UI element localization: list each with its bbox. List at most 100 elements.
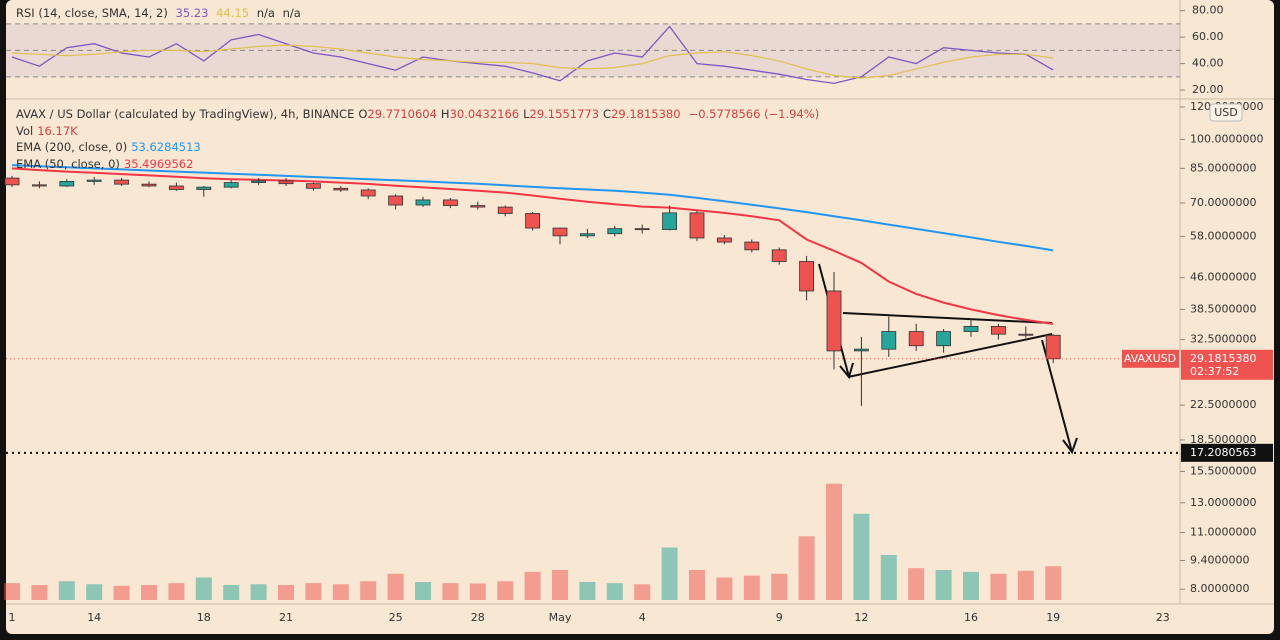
candle-body	[580, 233, 595, 237]
volume-bar	[826, 483, 842, 600]
ohlc-value: 30.0432166	[449, 107, 520, 121]
volume-bar	[141, 585, 157, 600]
volume-bar	[223, 585, 240, 600]
candle-body	[1045, 334, 1061, 360]
currency: USD	[1214, 106, 1238, 119]
x-tick-label: 18	[197, 611, 211, 624]
candle-body	[223, 182, 239, 188]
volume-bar	[743, 575, 760, 600]
volume-bar	[332, 584, 349, 600]
candle-body	[470, 205, 486, 208]
candle-body	[497, 206, 513, 214]
x-tick-label: 25	[389, 611, 403, 624]
volume-bar	[963, 571, 979, 600]
candle-body	[333, 187, 349, 191]
rsi-line	[11, 25, 1054, 85]
y-tick-label: 46.0000000	[1190, 271, 1256, 284]
volume-bar	[442, 583, 459, 600]
candle-body	[771, 249, 787, 262]
candle-body	[196, 186, 212, 190]
candle-body	[4, 177, 20, 186]
legend-row: AVAX / US Dollar (calculated by TradingV…	[16, 106, 823, 123]
volume-bar	[31, 585, 48, 600]
candle-body	[305, 183, 321, 189]
volume-bar	[305, 583, 322, 600]
ema-value: 53.6284513	[131, 140, 201, 154]
candle-body	[278, 180, 294, 185]
volume-bar	[387, 573, 404, 600]
rsi-tick-label: 40.00	[1192, 57, 1224, 70]
candle-body	[991, 325, 1006, 335]
ohlc-key: L	[523, 107, 530, 121]
candle-body	[59, 181, 75, 187]
price-tag: 29.1815380	[1190, 352, 1256, 365]
x-tick-label: 28	[471, 611, 485, 624]
candle-body	[854, 348, 869, 352]
y-tick-label: 15.5000000	[1190, 464, 1256, 477]
x-tick-label: 19	[1046, 611, 1060, 624]
rsi-value: 35.23	[175, 6, 209, 20]
volume-bar	[1045, 566, 1062, 600]
x-tick-label: 12	[854, 611, 868, 624]
x-tick-label: 4	[639, 611, 646, 624]
candle-body	[360, 189, 376, 197]
volume-bar	[250, 584, 267, 600]
candle-body	[936, 331, 951, 347]
candle-body	[908, 331, 924, 347]
legend-row: Vol 16.17K	[16, 123, 823, 140]
volume-bar	[935, 570, 952, 600]
candle-body	[689, 212, 705, 239]
rsi-na: n/a	[256, 6, 275, 20]
volume-bar	[469, 583, 486, 600]
volume-bar	[880, 555, 897, 600]
x-tick-label: 1	[9, 611, 16, 624]
candle-body	[744, 241, 760, 251]
x-tick-label: 9	[776, 611, 783, 624]
volume-bar	[86, 584, 103, 600]
candle-body	[415, 199, 431, 206]
rsi-na: n/a	[282, 6, 301, 20]
background	[6, 0, 1274, 634]
rsi-tick-label: 80.00	[1192, 4, 1224, 17]
candle-body	[634, 228, 650, 231]
candle-body	[881, 331, 897, 350]
rsi-sma-line	[11, 44, 1054, 79]
y-tick-label: 13.0000000	[1190, 496, 1256, 509]
y-tick-label: 70.0000000	[1190, 196, 1256, 209]
main-legend: AVAX / US Dollar (calculated by TradingV…	[16, 106, 823, 172]
candle-body	[168, 185, 184, 190]
countdown: 02:37:52	[1190, 365, 1239, 378]
ohlc: O29.7710604 H30.0432166 L29.1551773 C29.181…	[358, 107, 684, 121]
x-tick-label: 14	[87, 611, 101, 624]
ohlc-key: O	[358, 107, 368, 121]
ema-line	[11, 164, 1054, 252]
x-tick-label: 23	[1156, 611, 1170, 624]
volume-name: Vol	[16, 123, 34, 138]
volume-bar	[716, 577, 733, 600]
volume-bar	[908, 568, 925, 600]
candle-body	[251, 180, 267, 183]
volume-bar	[195, 577, 212, 600]
volume-bar	[606, 583, 623, 600]
ema-name: EMA (200, close, 0)	[16, 140, 128, 154]
ohlc-key: H	[440, 107, 450, 121]
candle-body	[525, 213, 540, 229]
x-tick-label: 16	[964, 611, 978, 624]
volume-bar	[360, 581, 377, 600]
volume-bar	[634, 584, 651, 600]
candle-body	[963, 325, 979, 332]
currency-box	[1209, 103, 1243, 122]
ohlc-value: 29.1551773	[529, 107, 600, 121]
volume-bar	[990, 573, 1007, 600]
trend-line	[847, 333, 1053, 378]
volume-bar	[415, 582, 431, 600]
rsi-sma-value: 44.15	[216, 6, 250, 20]
candle-body	[662, 212, 677, 230]
volume-bar	[579, 582, 596, 600]
y-tick-label: 22.5000000	[1190, 398, 1256, 411]
rsi-legend: RSI (14, close, SMA, 14, 2) 35.23 44.15 …	[16, 5, 305, 22]
candle-body	[1018, 333, 1034, 336]
candle-body	[141, 183, 157, 187]
